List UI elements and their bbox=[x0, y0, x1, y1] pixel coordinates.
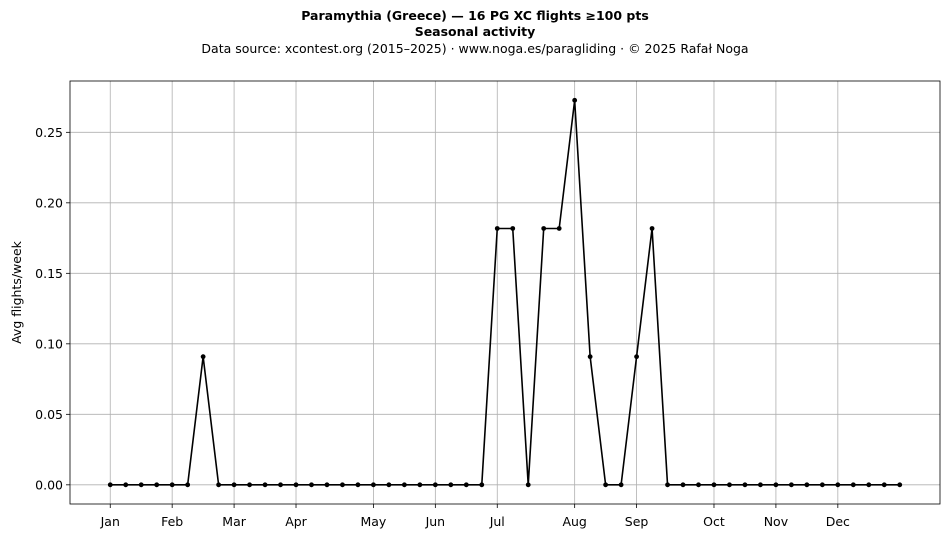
data-point bbox=[262, 482, 268, 488]
data-point bbox=[432, 482, 438, 488]
data-point bbox=[494, 226, 500, 231]
data-point bbox=[634, 354, 639, 360]
data-point bbox=[541, 226, 547, 231]
data-point bbox=[603, 482, 609, 488]
data-point bbox=[850, 482, 856, 488]
data-point bbox=[386, 482, 392, 488]
data-point bbox=[866, 482, 872, 488]
data-point bbox=[711, 482, 717, 488]
data-point bbox=[169, 482, 175, 488]
x-tick-label: Dec bbox=[826, 514, 850, 529]
data-point bbox=[773, 482, 779, 488]
y-axis-label: Avg flights/week bbox=[9, 240, 24, 344]
data-point bbox=[401, 482, 407, 488]
x-tick-label: Feb bbox=[161, 514, 183, 529]
data-point bbox=[463, 482, 469, 488]
y-tick-label: 0.15 bbox=[35, 266, 63, 281]
chart-source: Data source: xcontest.org (2015–2025) · … bbox=[201, 41, 749, 56]
data-point bbox=[758, 482, 763, 488]
y-tick-label: 0.05 bbox=[35, 407, 63, 422]
data-point bbox=[231, 482, 237, 488]
data-point bbox=[897, 482, 903, 488]
data-point bbox=[510, 226, 516, 231]
data-point bbox=[216, 482, 222, 488]
x-tick-label: Apr bbox=[285, 514, 307, 529]
x-tick-label: Sep bbox=[625, 514, 649, 529]
data-point bbox=[556, 226, 562, 231]
data-point bbox=[788, 482, 794, 488]
data-point bbox=[649, 226, 655, 231]
data-point bbox=[881, 482, 887, 488]
data-point bbox=[371, 482, 376, 488]
x-tick-label: Oct bbox=[703, 514, 725, 529]
data-point bbox=[835, 482, 841, 488]
data-point bbox=[479, 482, 485, 488]
chart-title: Paramythia (Greece) — 16 PG XC flights ≥… bbox=[301, 8, 649, 23]
y-tick-label: 0.20 bbox=[35, 195, 63, 210]
data-point bbox=[618, 482, 624, 488]
y-tick-label: 0.00 bbox=[35, 477, 63, 492]
data-point bbox=[572, 97, 578, 103]
data-point bbox=[417, 482, 423, 488]
data-point bbox=[138, 482, 144, 488]
data-point bbox=[819, 482, 825, 488]
data-point bbox=[278, 482, 283, 488]
data-point bbox=[309, 482, 314, 488]
x-tick-label: Aug bbox=[562, 514, 586, 529]
data-point bbox=[340, 482, 345, 488]
data-point bbox=[355, 482, 361, 488]
data-point bbox=[185, 482, 191, 488]
data-point bbox=[107, 482, 113, 488]
data-point bbox=[154, 482, 160, 488]
data-point bbox=[247, 482, 252, 488]
chart-subtitle: Seasonal activity bbox=[414, 24, 536, 39]
x-tick-label: Jan bbox=[100, 514, 120, 529]
chart-title-block: Paramythia (Greece) — 16 PG XC flights ≥… bbox=[0, 8, 950, 58]
data-point bbox=[200, 354, 206, 360]
x-tick-label: Jun bbox=[425, 514, 446, 529]
data-point bbox=[696, 482, 701, 488]
plot-frame bbox=[69, 80, 941, 505]
data-point bbox=[587, 354, 593, 360]
data-point bbox=[448, 482, 454, 488]
x-tick-label: Mar bbox=[222, 514, 246, 529]
y-tick-label: 0.25 bbox=[35, 125, 63, 140]
series-line bbox=[110, 100, 900, 486]
data-point bbox=[804, 482, 810, 488]
x-tick-label: Nov bbox=[764, 514, 789, 529]
data-point bbox=[293, 482, 299, 488]
data-point bbox=[727, 482, 732, 488]
data-point bbox=[123, 482, 129, 488]
x-tick-label: May bbox=[360, 514, 386, 529]
data-point bbox=[742, 482, 748, 488]
data-point bbox=[680, 482, 686, 488]
data-point bbox=[665, 482, 670, 488]
x-tick-label: Jul bbox=[489, 514, 505, 529]
data-point bbox=[324, 482, 330, 488]
data-point bbox=[525, 482, 531, 488]
y-tick-label: 0.10 bbox=[35, 336, 63, 351]
